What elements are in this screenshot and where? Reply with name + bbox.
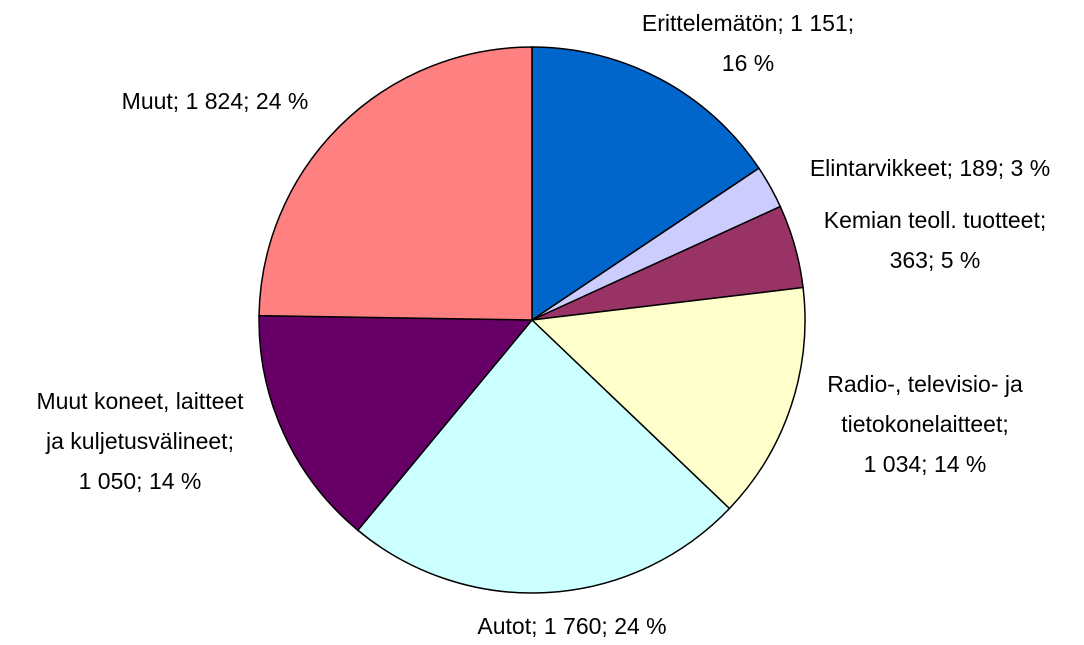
pie-slice bbox=[258, 314, 534, 532]
slice-label: Kemian teoll. tuotteet; bbox=[824, 207, 1046, 233]
slice-label: Autot; 1 760; 24 % bbox=[477, 613, 666, 639]
pie-slice bbox=[530, 286, 806, 510]
slice-label: ja kuljetusvälineet; bbox=[45, 428, 234, 454]
slice-label: 16 % bbox=[722, 50, 774, 76]
slice-label: Muut; 1 824; 24 % bbox=[122, 88, 309, 114]
slice-label: 363; 5 % bbox=[890, 247, 981, 273]
slice-label: Muut koneet, laitteet bbox=[36, 388, 244, 414]
slice-label: tietokonelaitteet; bbox=[841, 411, 1009, 437]
slice-label: 1 050; 14 % bbox=[79, 468, 202, 494]
pie-slice bbox=[531, 46, 760, 322]
pie-slice bbox=[356, 318, 731, 594]
slice-label: Erittelemätön; 1 151; bbox=[642, 10, 854, 36]
slice-label: Radio-, televisio- ja bbox=[827, 371, 1023, 397]
pie-slice bbox=[258, 46, 533, 321]
slice-label: Elintarvikkeet; 189; 3 % bbox=[810, 155, 1050, 181]
slice-label: 1 034; 14 % bbox=[864, 451, 987, 477]
